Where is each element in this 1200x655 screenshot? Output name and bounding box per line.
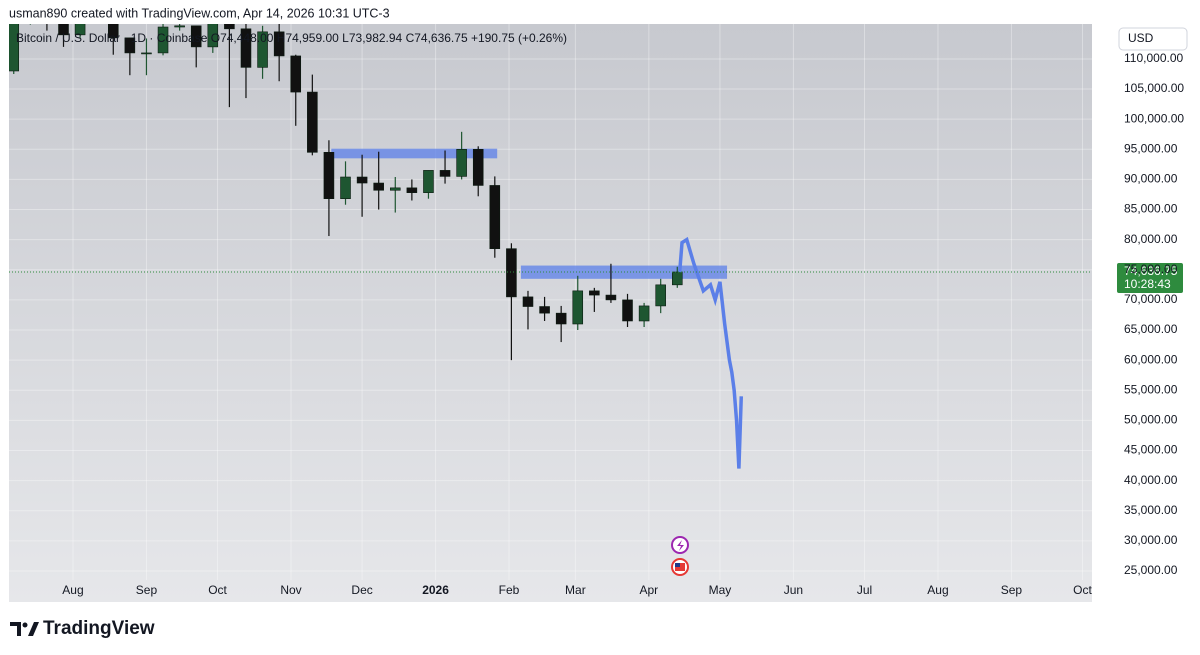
- y-tick-label: 45,000.00: [1124, 443, 1178, 457]
- y-tick-label: 85,000.00: [1124, 202, 1178, 216]
- candle-body: [224, 24, 235, 30]
- y-tick-label: 105,000.00: [1124, 81, 1184, 95]
- candle-body: [638, 305, 650, 322]
- currency-button[interactable]: [1118, 27, 1188, 51]
- countdown: 10:28:43: [1124, 277, 1171, 291]
- x-tick-label: Oct: [1073, 583, 1092, 597]
- y-tick-label: 30,000.00: [1124, 533, 1178, 547]
- x-tick-label: Aug: [62, 583, 83, 597]
- event-icons: [671, 536, 689, 576]
- candle-body: [240, 28, 252, 68]
- y-tick-label: 35,000.00: [1124, 503, 1178, 517]
- y-tick-label: 75,000.00: [1124, 262, 1178, 276]
- x-tick-label: Jun: [784, 583, 803, 597]
- candle-body: [439, 170, 451, 177]
- x-tick-label: Sep: [136, 583, 158, 597]
- candle-body: [290, 55, 302, 93]
- candle-body: [273, 31, 285, 57]
- candle-body: [174, 25, 185, 28]
- currency[interactable]: USD: [1128, 31, 1154, 45]
- candle-body: [522, 296, 534, 307]
- projection-line: [677, 236, 744, 469]
- y-tick-label: 70,000.00: [1124, 292, 1178, 306]
- brand-logo: [10, 622, 39, 636]
- candle-body: [506, 248, 517, 298]
- y-tick-label: 55,000.00: [1124, 382, 1178, 396]
- price-axis: [1092, 24, 1192, 602]
- candle-body: [190, 25, 202, 48]
- candle-body: [323, 152, 335, 199]
- brand: TradingView: [43, 618, 155, 639]
- x-tick-label: Nov: [280, 583, 301, 597]
- candle-body: [655, 284, 666, 307]
- plot: [9, 24, 1092, 580]
- candle-body: [207, 24, 219, 48]
- y-tick-label: 90,000.00: [1124, 172, 1178, 186]
- candle-body: [605, 294, 617, 301]
- x-tick-label: Jul: [857, 583, 872, 597]
- x-tick-label: Sep: [1001, 583, 1023, 597]
- candle-body: [58, 24, 69, 36]
- plot-background: [9, 24, 1092, 602]
- legend: Bitcoin / U.S. Dollar · 1D · Coinbase O7…: [16, 31, 567, 45]
- candle-body: [456, 148, 467, 177]
- candle-body: [406, 187, 418, 193]
- candle-body: [9, 24, 20, 72]
- y-tick-label: 60,000.00: [1124, 352, 1178, 366]
- candle-body: [356, 176, 368, 184]
- y-tick-label: 100,000.00: [1124, 111, 1184, 125]
- y-tick-label: 95,000.00: [1124, 141, 1178, 155]
- y-tick-label: 80,000.00: [1124, 232, 1178, 246]
- y-tick-label: 25,000.00: [1124, 563, 1178, 577]
- y-tick-label: 50,000.00: [1124, 413, 1178, 427]
- candle-body: [572, 290, 584, 325]
- x-tick-label: Dec: [351, 583, 372, 597]
- last-price-box: [1117, 262, 1183, 293]
- candle-body: [472, 148, 484, 186]
- candle-body: [74, 24, 86, 36]
- candle-body: [340, 176, 351, 199]
- x-tick-label: Aug: [927, 583, 948, 597]
- last-price-label: 74,636.75: [1124, 264, 1178, 278]
- y-tick-label: 65,000.00: [1124, 322, 1178, 336]
- candle-body: [107, 24, 119, 39]
- candle-body: [157, 26, 169, 54]
- candle-body: [124, 37, 136, 54]
- x-tick-label: Mar: [565, 583, 586, 597]
- candle-body: [489, 185, 501, 249]
- x-tick-label: Apr: [640, 583, 659, 597]
- y-tick-label: 40,000.00: [1124, 473, 1178, 487]
- x-tick-label: 2026: [422, 583, 449, 597]
- x-tick-label: May: [709, 583, 732, 597]
- candle-body: [539, 306, 550, 314]
- candle-body: [141, 52, 152, 55]
- candle-body: [257, 31, 268, 68]
- y-tick-label: 110,000.00: [1124, 51, 1183, 65]
- candle-body: [390, 187, 401, 191]
- candle-body: [589, 290, 600, 296]
- x-tick-label: Oct: [208, 583, 227, 597]
- candle-body: [373, 182, 384, 191]
- candle-body: [307, 91, 318, 153]
- candle-body: [622, 299, 633, 322]
- x-tick-label: Feb: [499, 583, 520, 597]
- candle-body: [555, 312, 567, 325]
- header: usman890 created with TradingView.com, A…: [9, 6, 390, 20]
- candle-body: [672, 271, 683, 286]
- candle-body: [423, 170, 434, 193]
- zone: [331, 148, 498, 159]
